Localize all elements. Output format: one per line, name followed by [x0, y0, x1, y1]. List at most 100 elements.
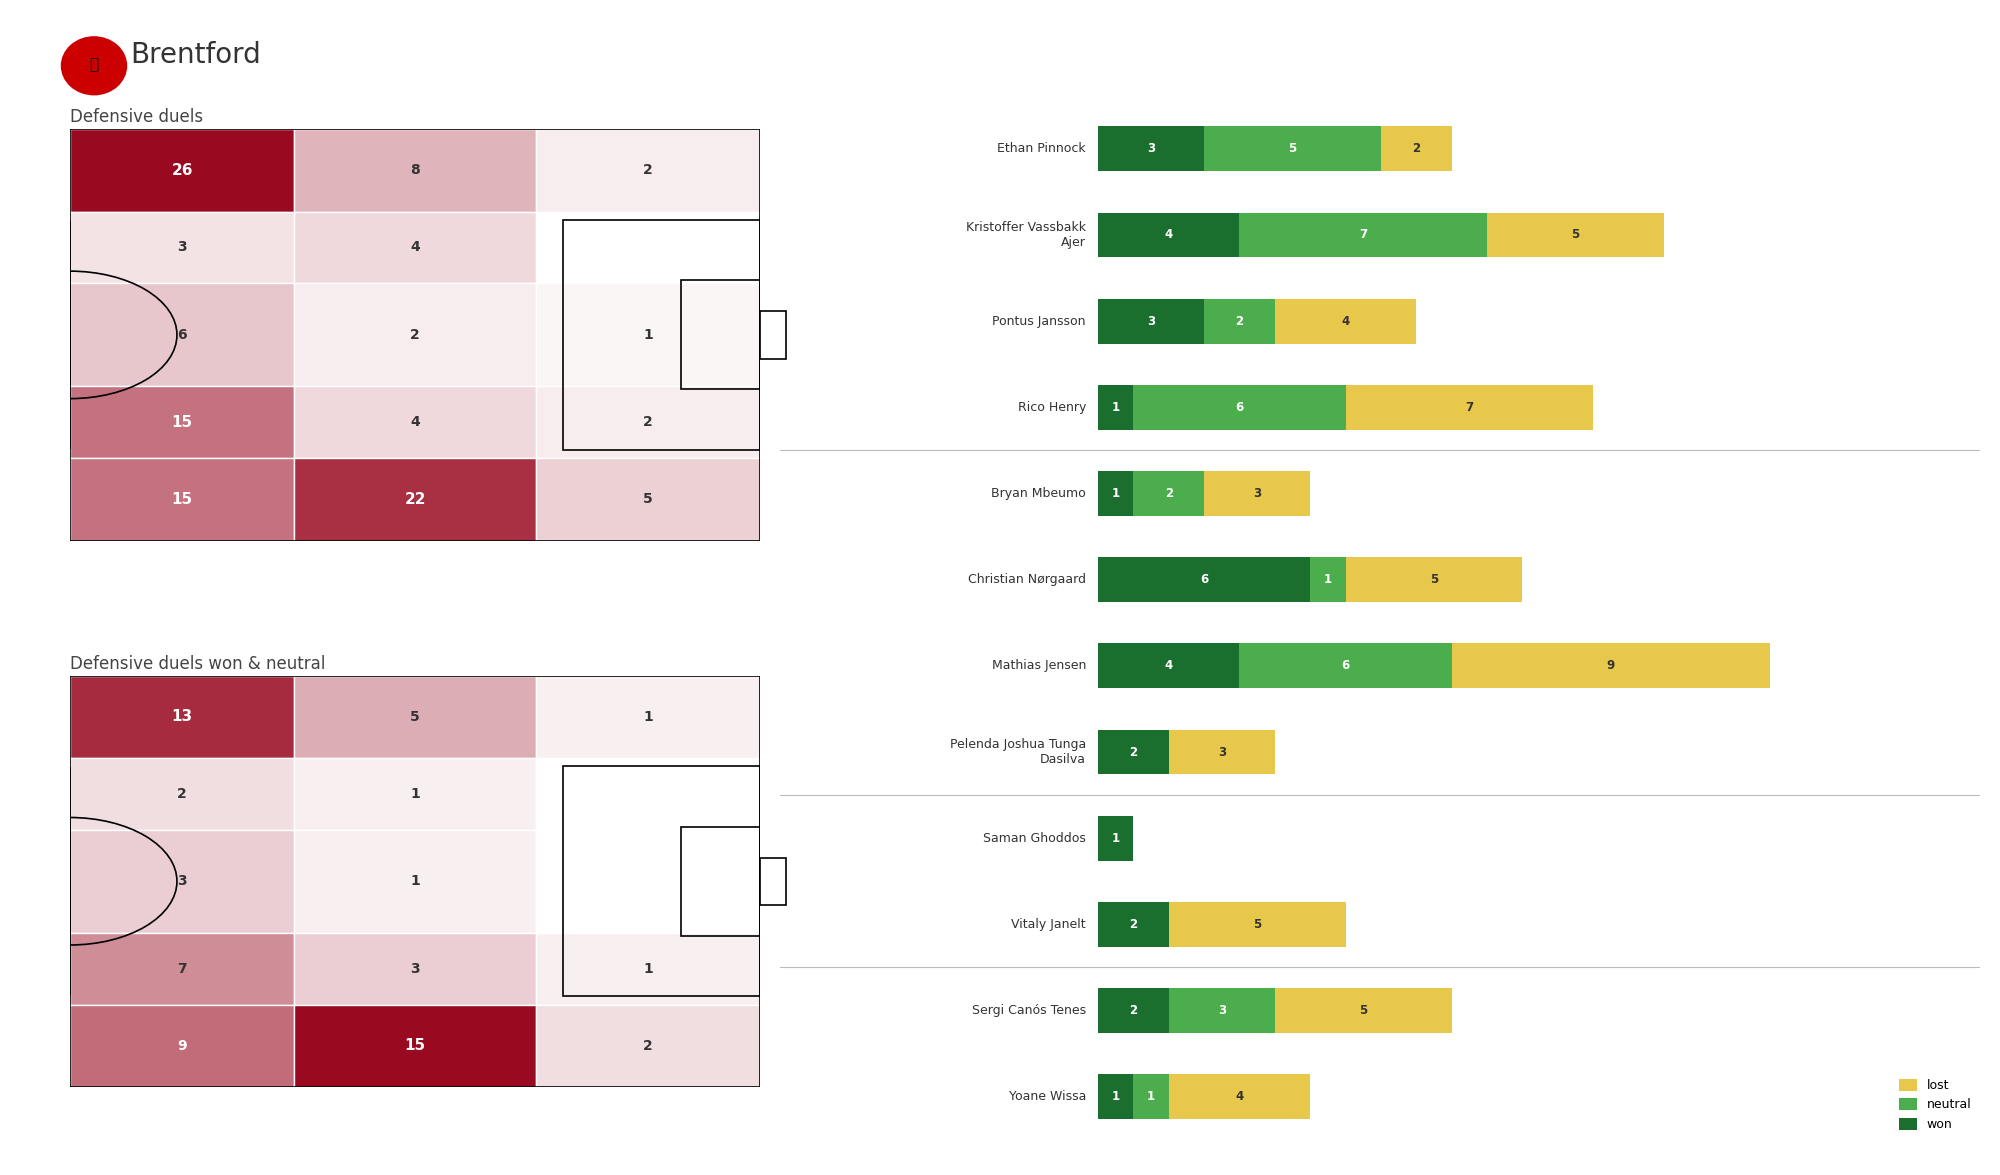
Bar [1168, 988, 1274, 1033]
Bar [1346, 557, 1522, 602]
Text: Rico Henry: Rico Henry [1018, 401, 1086, 414]
Legend: lost, neutral, won: lost, neutral, won [1896, 1076, 1974, 1134]
Text: 2: 2 [1164, 486, 1172, 501]
Bar [1098, 213, 1240, 257]
Text: 5: 5 [1288, 142, 1296, 155]
Text: Sergi Canós Tenes: Sergi Canós Tenes [972, 1003, 1086, 1018]
Text: 6: 6 [178, 328, 186, 342]
Text: 1: 1 [1112, 1090, 1120, 1103]
Bar [1240, 213, 1488, 257]
Text: 4: 4 [1164, 228, 1172, 242]
Text: 4: 4 [410, 241, 420, 255]
Text: 4: 4 [410, 415, 420, 429]
Text: 7: 7 [1466, 401, 1474, 414]
Text: 3: 3 [410, 961, 420, 975]
Text: 2: 2 [644, 415, 652, 429]
Text: Brentford: Brentford [130, 41, 260, 69]
Text: 2: 2 [410, 328, 420, 342]
Text: 9: 9 [178, 1039, 186, 1053]
Text: 4: 4 [1342, 315, 1350, 328]
Text: Bryan Mbeumo: Bryan Mbeumo [992, 486, 1086, 501]
Bar [536, 1005, 760, 1087]
Text: 9: 9 [1606, 659, 1614, 672]
Text: 3: 3 [1218, 1003, 1226, 1018]
Bar [294, 830, 536, 933]
Bar [1098, 644, 1240, 689]
Bar [1098, 730, 1168, 774]
Text: 3: 3 [178, 874, 186, 888]
Bar [1168, 730, 1274, 774]
Bar [1204, 471, 1310, 516]
Text: Yoane Wissa: Yoane Wissa [1008, 1090, 1086, 1103]
Text: 4: 4 [1164, 659, 1172, 672]
Text: 3: 3 [1218, 745, 1226, 759]
Bar [1098, 298, 1204, 343]
Text: Kristoffer Vassbakk
Ajer: Kristoffer Vassbakk Ajer [966, 221, 1086, 249]
Bar [1274, 988, 1452, 1033]
Bar [1204, 298, 1274, 343]
Text: 2: 2 [644, 163, 652, 177]
Bar [1204, 127, 1380, 172]
Text: 5: 5 [1430, 573, 1438, 586]
Bar [70, 676, 294, 758]
Bar [294, 676, 536, 758]
Bar [536, 129, 760, 212]
Bar [294, 933, 536, 1005]
Text: Ethan Pinnock: Ethan Pinnock [998, 142, 1086, 155]
Bar [0, 222, 70, 448]
Bar [536, 758, 760, 830]
Text: 13: 13 [172, 710, 192, 724]
Bar [70, 830, 294, 933]
Text: 2: 2 [1130, 1003, 1138, 1018]
Bar [70, 387, 294, 458]
Bar [70, 458, 294, 540]
Bar [294, 1005, 536, 1087]
Text: 2: 2 [1412, 142, 1420, 155]
Bar [680, 281, 760, 389]
Text: 3: 3 [1254, 486, 1262, 501]
Text: 4: 4 [1236, 1090, 1244, 1103]
Text: 15: 15 [404, 1039, 426, 1053]
Bar [294, 458, 536, 540]
Text: 5: 5 [1254, 918, 1262, 931]
Bar [536, 387, 760, 458]
Text: 5: 5 [1360, 1003, 1368, 1018]
Bar [1134, 385, 1346, 430]
Bar [1168, 902, 1346, 947]
Text: Christian Nørgaard: Christian Nørgaard [968, 573, 1086, 586]
Text: Defensive duels: Defensive duels [70, 108, 204, 126]
Bar [1310, 557, 1346, 602]
Bar [760, 858, 786, 905]
Bar [1098, 988, 1168, 1033]
Bar [1168, 1074, 1310, 1119]
Bar [1098, 902, 1168, 947]
Text: 3: 3 [1146, 142, 1156, 155]
Text: 1: 1 [644, 710, 652, 724]
Text: 2: 2 [644, 1039, 652, 1053]
Text: Mathias Jensen: Mathias Jensen [992, 659, 1086, 672]
Bar [536, 212, 760, 283]
Bar [1134, 1074, 1168, 1119]
Bar [1098, 815, 1134, 860]
Text: 8: 8 [410, 163, 420, 177]
Text: Pontus Jansson: Pontus Jansson [992, 315, 1086, 328]
Text: 1: 1 [1146, 1090, 1156, 1103]
Text: 6: 6 [1200, 573, 1208, 586]
Bar [42, 286, 70, 384]
Text: 2: 2 [1130, 918, 1138, 931]
Bar [1098, 385, 1134, 430]
Bar [536, 283, 760, 387]
Circle shape [60, 34, 128, 98]
Text: 5: 5 [1572, 228, 1580, 242]
Bar [42, 832, 70, 931]
Bar [70, 283, 294, 387]
Text: Defensive duels won & neutral: Defensive duels won & neutral [70, 654, 326, 672]
Text: Pelenda Joshua Tunga
Dasilva: Pelenda Joshua Tunga Dasilva [950, 738, 1086, 766]
Text: 6: 6 [1342, 659, 1350, 672]
Text: 5: 5 [410, 710, 420, 724]
Bar [1098, 127, 1204, 172]
Text: 22: 22 [404, 492, 426, 506]
Text: 1: 1 [644, 961, 652, 975]
Bar [536, 933, 760, 1005]
Text: 1: 1 [644, 328, 652, 342]
